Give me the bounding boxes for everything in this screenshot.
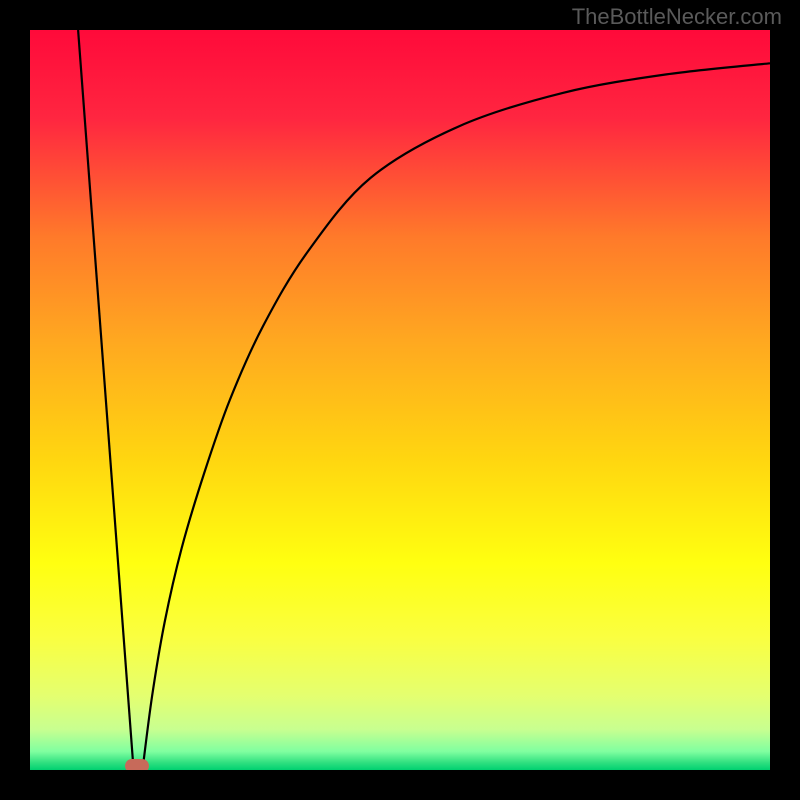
optimal-point-marker (125, 759, 149, 770)
watermark-text: TheBottleNecker.com (572, 4, 782, 30)
bottleneck-curve (30, 30, 770, 770)
curve-left-branch (78, 30, 134, 770)
curve-right-branch (142, 63, 770, 770)
chart-plot-area (30, 30, 770, 770)
